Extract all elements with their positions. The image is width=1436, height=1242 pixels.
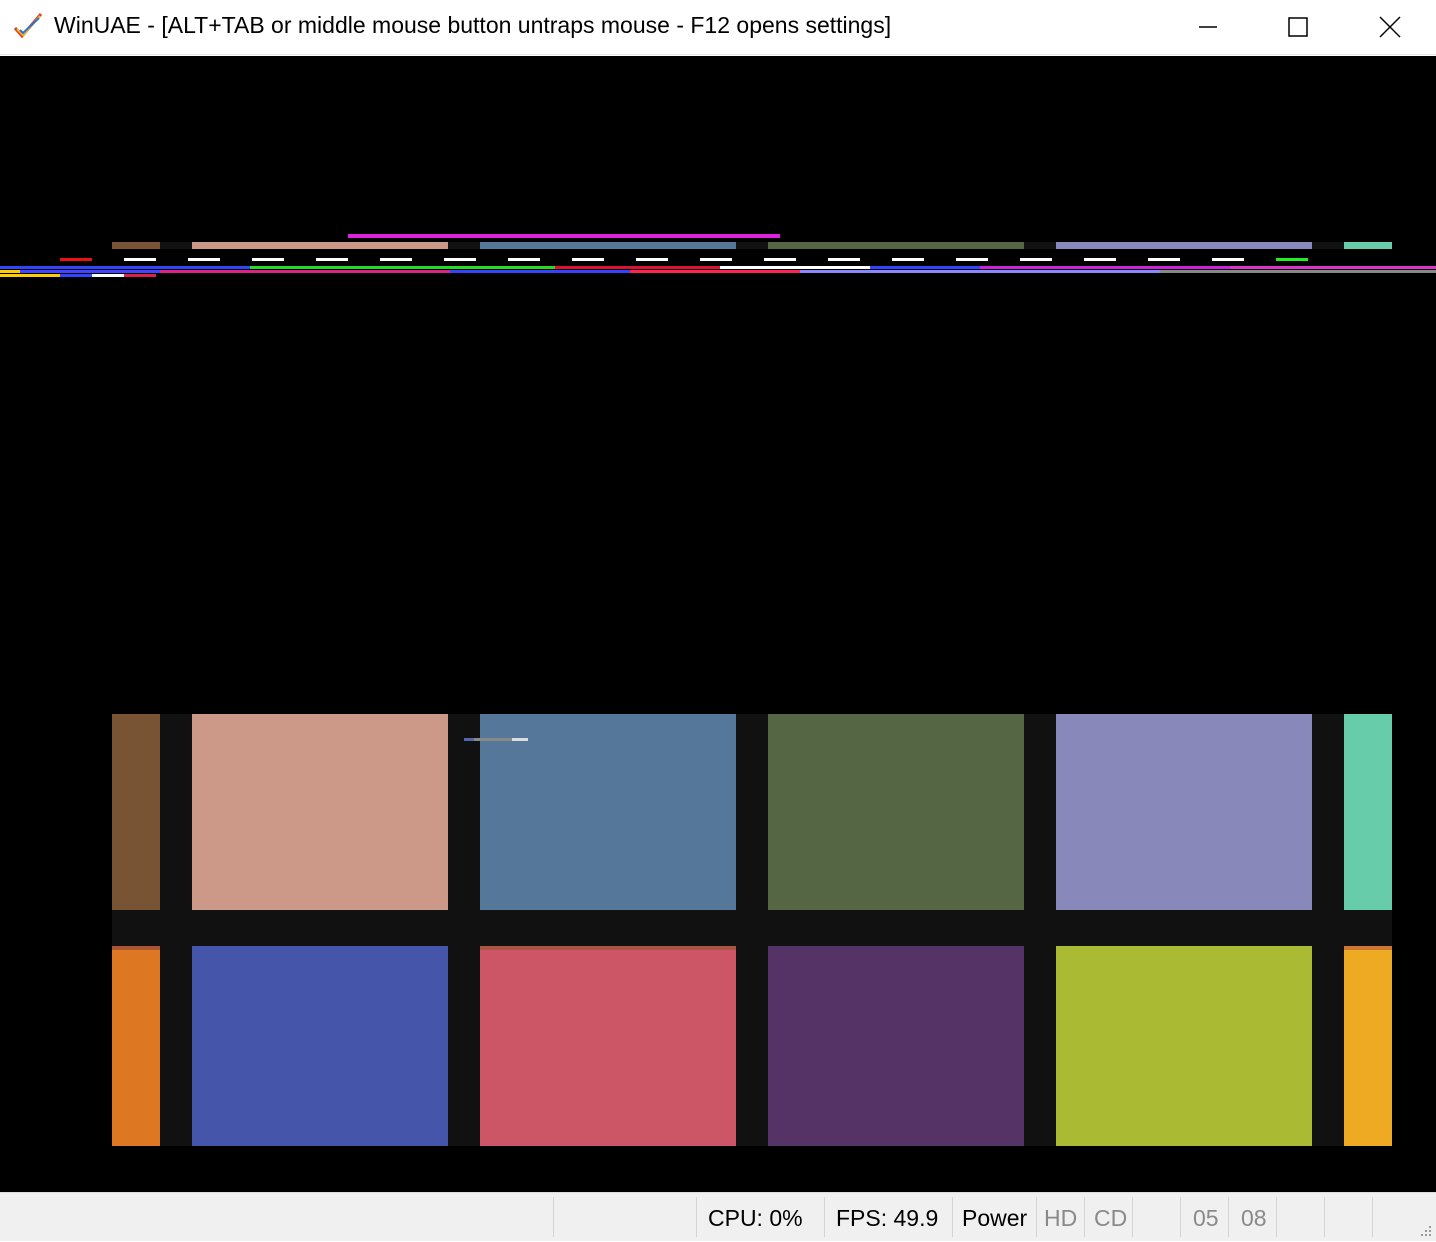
color-strip <box>1344 242 1392 249</box>
floppy-drive-1-track[interactable]: 08 <box>1241 1205 1267 1231</box>
dash-green <box>1276 258 1308 261</box>
color-strip <box>1056 242 1312 249</box>
color-tile <box>112 946 160 1146</box>
hd-led[interactable]: HD <box>1044 1205 1078 1231</box>
status-bar: CPU: 0% FPS: 49.9 Power HD CD 05 08 <box>0 1192 1436 1241</box>
status-separator <box>1036 1197 1037 1237</box>
maximize-button[interactable] <box>1252 0 1344 54</box>
emulator-display[interactable] <box>0 56 1436 1192</box>
color-tile <box>192 714 448 910</box>
status-separator <box>696 1197 697 1237</box>
color-strip <box>480 242 736 249</box>
color-tile <box>1056 946 1312 1146</box>
status-separator <box>1084 1197 1085 1237</box>
power-led[interactable]: Power <box>962 1205 1028 1231</box>
maximize-icon <box>1288 17 1308 37</box>
cd-led[interactable]: CD <box>1094 1205 1128 1231</box>
title-bar[interactable]: WinUAE - [ALT+TAB or middle mouse button… <box>0 0 1436 55</box>
color-tile <box>480 946 736 1146</box>
color-tile <box>1056 714 1312 910</box>
floppy-drive-0-track[interactable]: 05 <box>1193 1205 1219 1231</box>
color-tile <box>112 714 160 910</box>
color-tile <box>1344 946 1392 1146</box>
color-tile <box>768 946 1024 1146</box>
scanline <box>0 270 1436 273</box>
close-button[interactable] <box>1344 0 1436 54</box>
minimize-button[interactable] <box>1162 0 1254 54</box>
status-separator <box>1372 1197 1373 1237</box>
status-separator <box>1276 1197 1277 1237</box>
minimize-icon <box>1198 17 1218 37</box>
status-separator <box>1180 1197 1181 1237</box>
dash-red <box>60 258 92 261</box>
dash-line <box>124 258 1284 261</box>
sprite-line <box>464 738 528 741</box>
color-tile <box>480 714 736 910</box>
scanline <box>0 266 1436 269</box>
scanline <box>0 274 156 277</box>
color-strip <box>736 242 768 249</box>
cpu-usage: CPU: 0% <box>708 1205 803 1231</box>
status-separator <box>553 1197 554 1237</box>
status-separator <box>1132 1197 1133 1237</box>
window-title: WinUAE - [ALT+TAB or middle mouse button… <box>54 12 892 38</box>
copper-line-magenta <box>348 234 780 238</box>
color-strip <box>1024 242 1056 249</box>
resize-grip-icon[interactable] <box>1418 1223 1432 1237</box>
status-separator <box>824 1197 825 1237</box>
status-separator <box>1228 1197 1229 1237</box>
checkmark-icon[interactable] <box>12 10 44 42</box>
color-strip <box>192 242 448 249</box>
color-strip <box>1312 242 1344 249</box>
color-strip <box>160 242 192 249</box>
close-icon <box>1379 16 1401 38</box>
status-separator <box>1324 1197 1325 1237</box>
status-separator <box>952 1197 953 1237</box>
fps-counter: FPS: 49.9 <box>836 1205 939 1231</box>
color-tile <box>192 946 448 1146</box>
color-strip <box>448 242 480 249</box>
color-tile <box>768 714 1024 910</box>
color-tile <box>1344 714 1392 910</box>
color-strip <box>112 242 160 249</box>
color-strip <box>768 242 1024 249</box>
